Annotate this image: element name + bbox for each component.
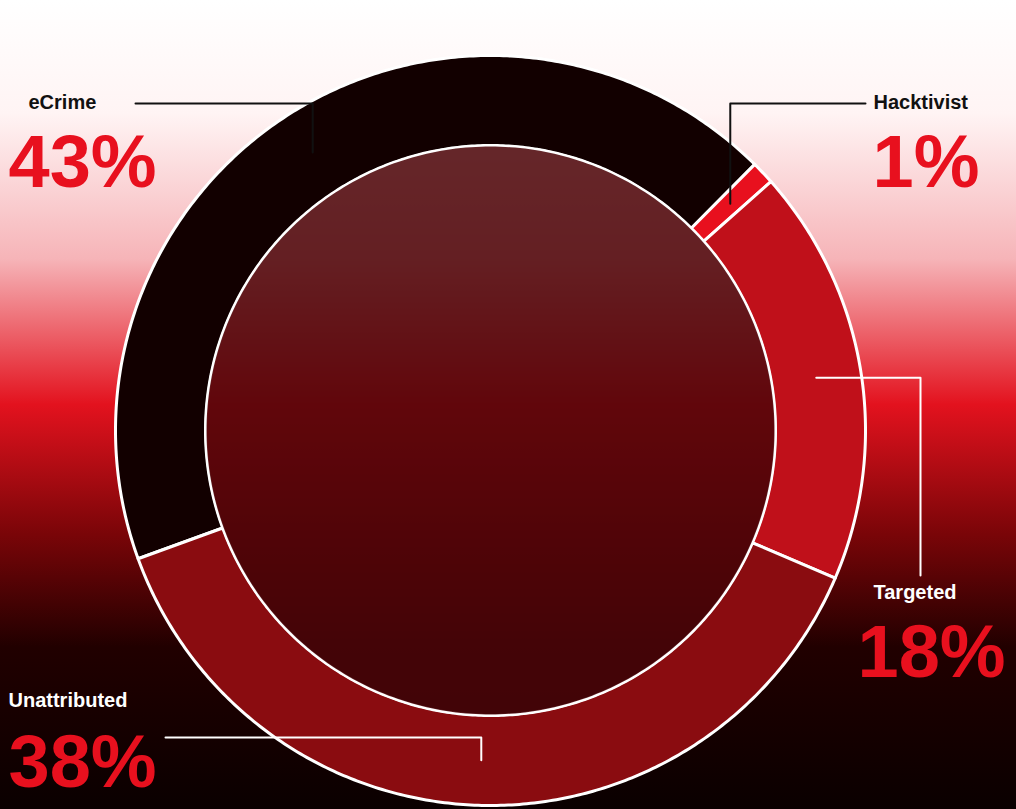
svg-text:Targeted: Targeted <box>874 581 957 603</box>
svg-text:38%: 38% <box>9 720 157 803</box>
svg-text:eCrime: eCrime <box>29 91 97 113</box>
svg-text:Unattributed: Unattributed <box>9 689 128 711</box>
svg-text:1%: 1% <box>873 120 980 203</box>
svg-text:43%: 43% <box>9 120 157 203</box>
svg-text:18%: 18% <box>858 610 1006 693</box>
svg-text:Hacktivist: Hacktivist <box>874 91 969 113</box>
